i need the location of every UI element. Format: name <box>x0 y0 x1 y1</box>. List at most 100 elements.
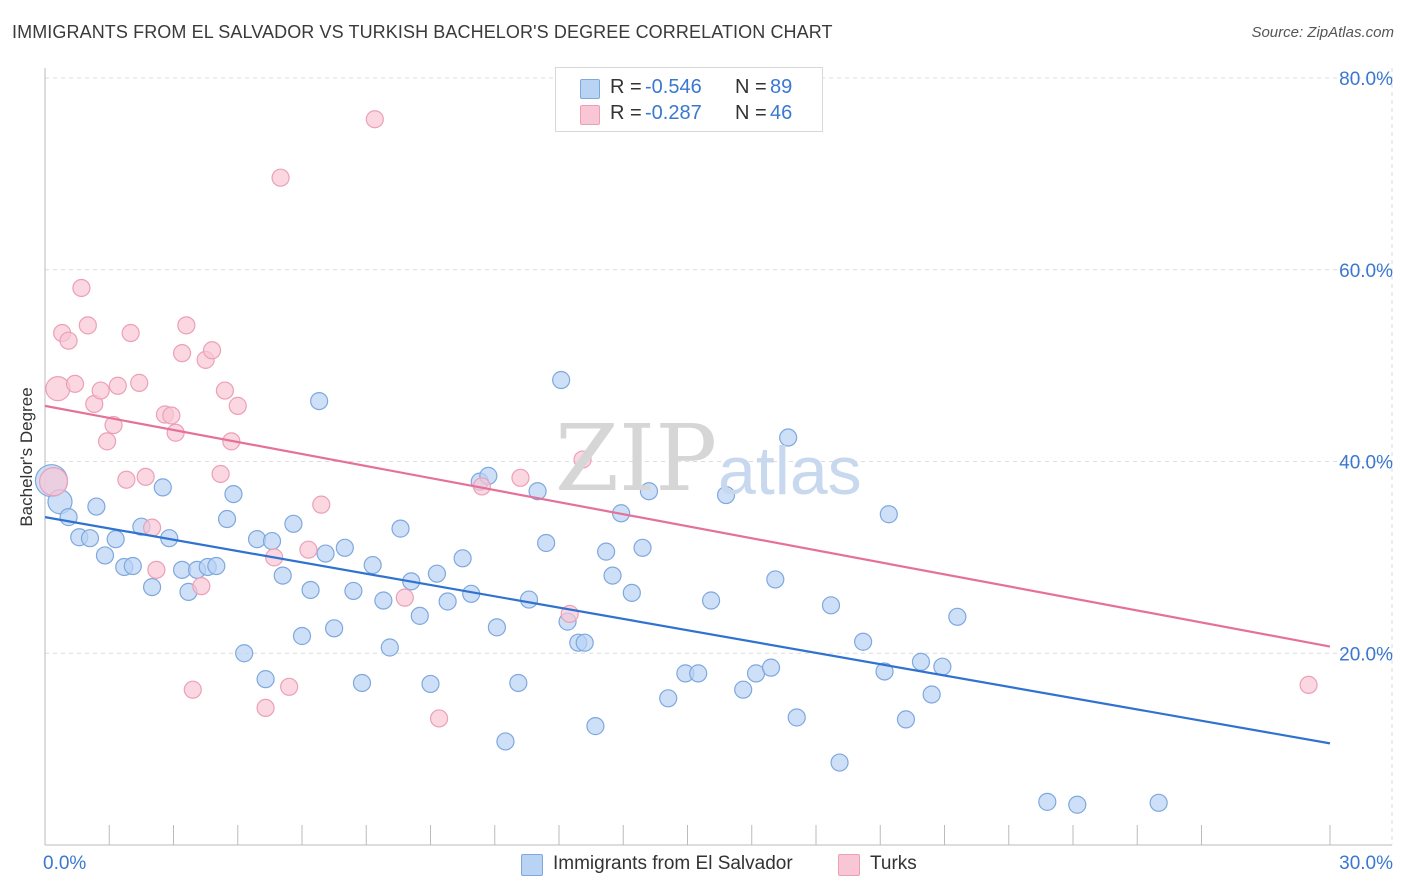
turks-point <box>511 468 530 487</box>
salvador-point <box>1068 795 1087 814</box>
n-value: 89 <box>770 76 793 98</box>
turks-point <box>78 316 97 335</box>
salvador-point <box>335 538 354 557</box>
salvador-point <box>1149 793 1168 812</box>
chart-source: Source: ZipAtlas.com <box>1251 24 1394 41</box>
salvador-point <box>519 590 539 609</box>
turks-point <box>365 110 384 129</box>
turks-point <box>166 423 185 442</box>
salvador-point <box>80 529 100 548</box>
salvador-point <box>247 530 267 549</box>
salvador-point <box>292 626 312 646</box>
salvador-point <box>830 753 849 772</box>
r-value: -0.287 <box>645 102 702 124</box>
r-label: R = <box>610 76 642 98</box>
salvador-point <box>597 542 616 561</box>
salvador-point <box>509 673 528 693</box>
salvador-point <box>410 606 429 625</box>
turks-point <box>45 376 71 402</box>
tick-label-layer: 20.0% 40.0% 60.0% 80.0% 0.0% 30.0% <box>43 69 1393 874</box>
n-label: N = <box>735 76 767 98</box>
legend-label: Turks <box>870 853 917 874</box>
turks-point <box>183 680 202 699</box>
turks-point <box>162 406 181 425</box>
salvador-point <box>821 596 841 615</box>
turks-point <box>91 381 110 400</box>
salvador-point <box>911 652 931 671</box>
salvador-point <box>716 485 736 505</box>
salvador-point <box>352 673 372 693</box>
salvador-point <box>552 370 571 390</box>
salvador-point <box>622 583 641 602</box>
salvador-point <box>689 664 708 683</box>
turks-point <box>192 577 211 596</box>
y-tick-label: 40.0% <box>1339 453 1393 474</box>
salvador-point <box>766 570 785 589</box>
r-label: R = <box>610 102 642 124</box>
salvador-point <box>438 592 457 611</box>
y-tick-label: 20.0% <box>1339 644 1393 665</box>
turks-swatch <box>838 854 860 876</box>
salvador-point <box>235 644 254 663</box>
salvador-point <box>273 566 292 585</box>
salvador-point <box>639 482 659 501</box>
turks-point <box>299 540 318 559</box>
salvador-point <box>153 478 172 497</box>
salvador-point <box>487 618 506 637</box>
salvador-trend-line <box>44 516 1331 745</box>
salvador-point <box>207 556 226 576</box>
salvador-swatch <box>521 854 543 876</box>
salvador-point <box>787 708 806 727</box>
salvador-point <box>262 531 282 551</box>
salvador-point <box>896 710 916 729</box>
salvador-point <box>701 591 721 610</box>
salvador-point <box>603 566 622 585</box>
axis-layer <box>44 68 1392 846</box>
salvador-point <box>256 670 275 689</box>
salvador-point <box>224 484 243 504</box>
turks-point <box>108 376 127 395</box>
stats-legend-box: R = -0.546 N = 89 R = -0.287 N = 46 <box>555 67 823 132</box>
salvador-point <box>575 633 594 652</box>
turks-point <box>72 278 91 298</box>
turks-point <box>172 344 192 363</box>
salvador-point <box>325 619 344 638</box>
turks-point <box>228 396 247 415</box>
salvador-point <box>421 674 440 694</box>
y-axis-title: Bachelor's Degree <box>17 387 36 527</box>
x-tick-label: 30.0% <box>1339 853 1393 874</box>
salvador-point <box>374 591 393 610</box>
turks-point <box>271 168 290 187</box>
series-salvador-points <box>34 370 1168 814</box>
salvador-point <box>734 680 753 699</box>
n-label: N = <box>735 102 767 124</box>
salvador-point <box>284 514 303 533</box>
turks-point <box>117 470 136 489</box>
salvador-point <box>496 732 515 751</box>
salvador-point <box>363 555 382 575</box>
turks-point <box>147 560 166 579</box>
turks-point <box>256 698 275 717</box>
salvador-point <box>316 544 335 563</box>
turks-point <box>136 467 155 486</box>
salvador-point <box>761 658 781 677</box>
turks-point <box>38 467 69 497</box>
salvador-point <box>391 519 410 538</box>
turks-point <box>211 464 230 484</box>
turks-point <box>59 331 78 350</box>
salvador-point <box>1038 792 1057 811</box>
salvador-point <box>948 607 967 626</box>
salvador-point <box>217 509 237 529</box>
turks-point <box>280 677 299 696</box>
salvador-point <box>380 638 399 657</box>
chart-legend: Immigrants from El Salvador Turks <box>0 852 1406 878</box>
x-tick-label: 0.0% <box>43 853 86 874</box>
legend-label: Immigrants from El Salvador <box>553 853 793 874</box>
salvador-point <box>106 530 125 549</box>
turks-point <box>395 588 414 607</box>
y-tick-label: 80.0% <box>1339 69 1393 90</box>
salvador-point <box>301 580 320 600</box>
salvador-swatch <box>580 79 600 99</box>
turks-swatch <box>580 105 600 125</box>
salvador-point <box>123 556 142 576</box>
